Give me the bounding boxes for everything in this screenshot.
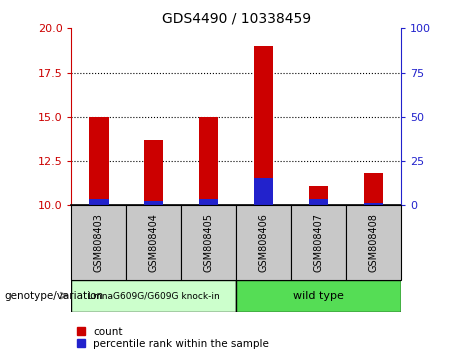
Bar xyxy=(199,117,219,205)
Bar xyxy=(126,205,181,280)
Text: GSM808408: GSM808408 xyxy=(369,213,378,272)
Bar xyxy=(236,205,291,280)
Bar xyxy=(309,199,328,205)
Text: GSM808403: GSM808403 xyxy=(94,213,104,272)
Bar xyxy=(254,46,273,205)
Text: GSM808405: GSM808405 xyxy=(204,213,214,272)
Bar xyxy=(346,205,401,280)
Bar xyxy=(309,186,328,205)
Bar xyxy=(364,173,383,205)
Bar xyxy=(364,202,383,205)
Bar xyxy=(254,178,273,205)
Bar xyxy=(291,205,346,280)
Bar xyxy=(144,140,164,205)
Bar xyxy=(89,199,108,205)
Text: wild type: wild type xyxy=(293,291,344,301)
Bar xyxy=(71,205,126,280)
Text: GSM808406: GSM808406 xyxy=(259,213,269,272)
Bar xyxy=(181,205,236,280)
Bar xyxy=(89,117,108,205)
Bar xyxy=(144,201,164,205)
Text: GSM808407: GSM808407 xyxy=(313,213,324,272)
Bar xyxy=(71,280,236,312)
Text: genotype/variation: genotype/variation xyxy=(5,291,104,301)
Legend: count, percentile rank within the sample: count, percentile rank within the sample xyxy=(77,327,269,349)
Bar xyxy=(236,280,401,312)
Text: LmnaG609G/G609G knock-in: LmnaG609G/G609G knock-in xyxy=(88,291,220,300)
Bar xyxy=(199,199,219,205)
Text: GSM808404: GSM808404 xyxy=(149,213,159,272)
Title: GDS4490 / 10338459: GDS4490 / 10338459 xyxy=(162,12,311,26)
